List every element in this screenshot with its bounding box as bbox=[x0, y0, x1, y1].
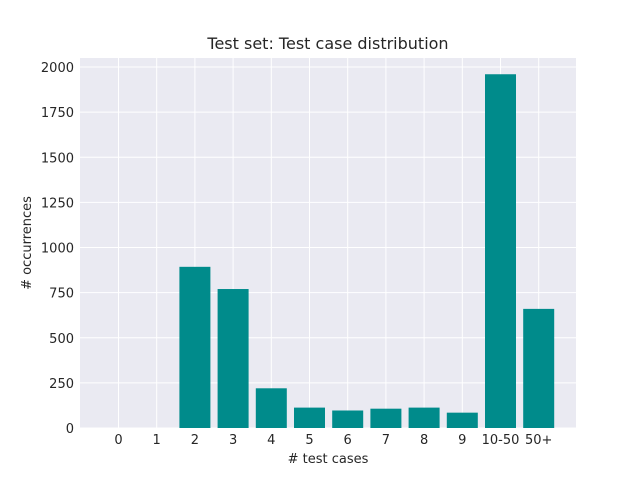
y-tick-label: 500 bbox=[49, 332, 74, 347]
bar-8 bbox=[408, 407, 440, 428]
y-axis-ticks: 0 250 500 750 1000 1250 1500 1750 2000 bbox=[41, 61, 74, 437]
x-tick-label: 50+ bbox=[525, 433, 552, 448]
x-tick-label: 7 bbox=[382, 433, 390, 448]
y-tick-label: 1250 bbox=[41, 196, 74, 211]
x-axis-ticks: 0 1 2 3 4 5 6 7 8 9 10-50 50+ bbox=[114, 433, 552, 448]
x-tick-label: 0 bbox=[114, 433, 122, 448]
x-tick-label: 1 bbox=[153, 433, 161, 448]
y-tick-label: 2000 bbox=[41, 61, 74, 76]
y-tick-label: 250 bbox=[49, 377, 74, 392]
chart-title: Test set: Test case distribution bbox=[206, 34, 448, 53]
x-tick-label: 4 bbox=[267, 433, 275, 448]
x-tick-label: 6 bbox=[344, 433, 352, 448]
bar-2 bbox=[179, 266, 211, 428]
x-axis-label: # test cases bbox=[288, 452, 369, 467]
x-tick-label: 8 bbox=[420, 433, 428, 448]
bar-4 bbox=[255, 388, 287, 428]
bar-6 bbox=[332, 410, 364, 428]
bar-5 bbox=[294, 407, 325, 428]
y-tick-label: 750 bbox=[49, 287, 74, 302]
y-axis-label: # occurrences bbox=[20, 196, 35, 290]
x-tick-label: 3 bbox=[229, 433, 237, 448]
y-tick-label: 0 bbox=[66, 422, 74, 437]
y-tick-label: 1500 bbox=[41, 151, 74, 166]
bar-50+ bbox=[523, 308, 555, 428]
y-tick-label: 1000 bbox=[41, 242, 74, 257]
x-tick-label: 9 bbox=[458, 433, 466, 448]
bars bbox=[179, 74, 555, 429]
y-tick-label: 1750 bbox=[41, 106, 74, 121]
x-tick-label: 5 bbox=[305, 433, 313, 448]
bar-9 bbox=[446, 412, 478, 428]
x-tick-label: 10-50 bbox=[482, 433, 520, 448]
bar-7 bbox=[370, 408, 402, 428]
bar-10-50 bbox=[485, 74, 516, 429]
x-tick-label: 2 bbox=[191, 433, 199, 448]
bar-3 bbox=[217, 289, 249, 428]
